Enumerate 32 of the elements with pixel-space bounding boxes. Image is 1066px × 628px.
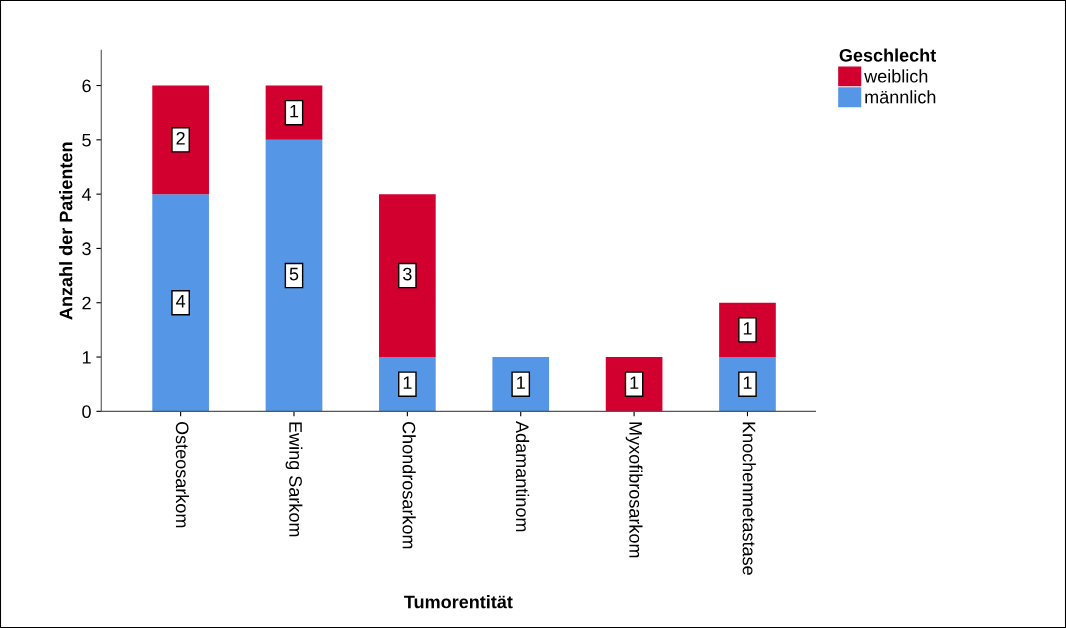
- y-tick-label: 6: [82, 79, 91, 93]
- data-label: 1: [743, 322, 752, 335]
- y-tick-label: 4: [81, 188, 92, 201]
- y-tick-label: 1: [82, 351, 91, 364]
- y-tick-label: 0: [82, 405, 91, 419]
- x-tick-label: Ewing Sarkom: [285, 422, 303, 537]
- data-label: 4: [176, 294, 186, 308]
- data-label: 3: [403, 267, 412, 281]
- data-label: 5: [289, 267, 299, 281]
- data-label: 1: [290, 104, 299, 118]
- data-label: 2: [176, 131, 185, 145]
- bar: [265, 139, 323, 412]
- y-tick-label: 2: [82, 296, 91, 310]
- y-tick-label: 5: [82, 133, 91, 147]
- legend-label: weiblich: [864, 69, 928, 83]
- y-axis-title: Anzahl der Patienten: [59, 142, 73, 320]
- x-tick-label: Myxofibrosarkom: [625, 422, 643, 558]
- x-tick-label: Chondrosarkom: [402, 421, 416, 549]
- bar: [152, 85, 209, 195]
- legend-title: Geschlecht: [839, 48, 936, 62]
- x-tick-label: Osteosarkom: [175, 421, 190, 528]
- data-label: 1: [517, 376, 525, 389]
- x-tick-label: Adamantinom: [515, 421, 530, 532]
- bar: [152, 194, 209, 412]
- bar: [379, 194, 436, 358]
- x-tick-label: Knochenmetastase: [742, 422, 756, 575]
- legend-label: männlich: [865, 90, 936, 104]
- data-label: 1: [743, 376, 752, 389]
- data-label: 1: [630, 376, 639, 389]
- x-axis-title: Tumorentität: [404, 595, 513, 609]
- y-tick-label: 3: [82, 242, 91, 256]
- data-label: 1: [403, 376, 412, 389]
